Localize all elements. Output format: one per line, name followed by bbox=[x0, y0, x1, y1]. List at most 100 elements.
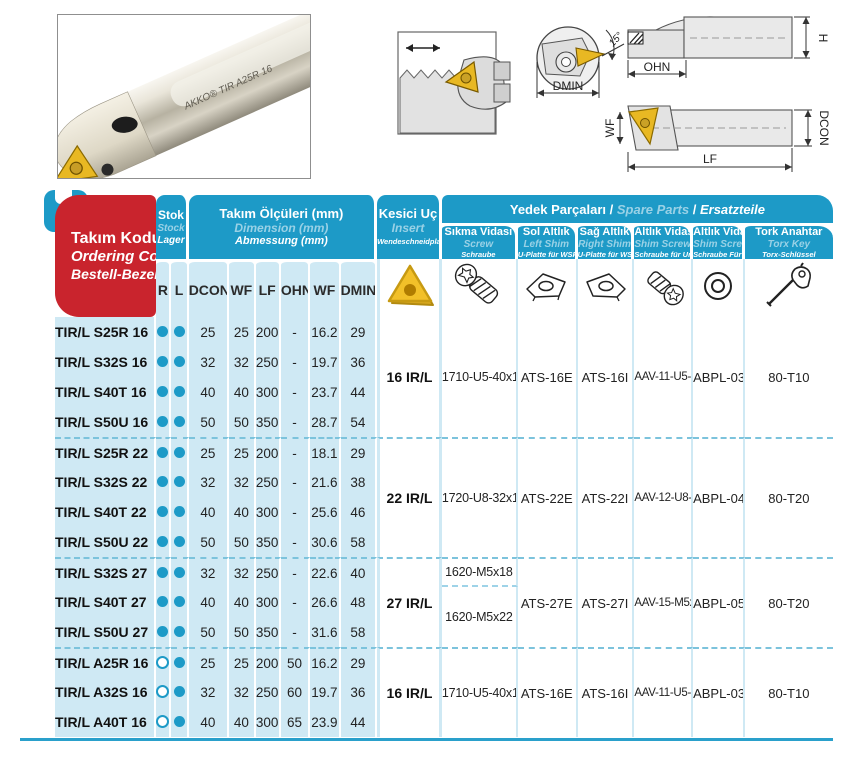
wf-value: 50 bbox=[229, 617, 256, 647]
stock-l-cell bbox=[171, 317, 189, 347]
ohn-value: 50 bbox=[280, 647, 311, 677]
ordering-code: TIR/L S50U 22 bbox=[55, 527, 157, 557]
lf-value: 300 bbox=[255, 707, 281, 737]
ordering-code: TIR/L S50U 16 bbox=[55, 407, 157, 437]
stock-dot bbox=[173, 386, 185, 398]
right-shim-code: ATS-27I bbox=[577, 557, 635, 647]
left-shim-code: ATS-16E bbox=[517, 647, 578, 737]
table-row: TIR/L A25R 16 25 25 200 50 16.2 29 16 IR… bbox=[55, 647, 833, 737]
shim-screw-code: AAV-11-U5-40x4.5 bbox=[634, 647, 694, 737]
dmin-value: 58 bbox=[340, 527, 378, 557]
ordering-table: Takım Kodu Ordering Code Bestell-Bezeich… bbox=[55, 195, 833, 737]
ohn-value: - bbox=[280, 587, 311, 617]
shim-screw-code: AAV-12-U8-32x5.5 bbox=[634, 437, 694, 557]
stock-r-cell bbox=[156, 527, 172, 557]
dmin-value: 36 bbox=[340, 677, 378, 707]
wf-value: 32 bbox=[229, 467, 256, 497]
spare-band-en: Spare Parts bbox=[616, 201, 690, 217]
stock-l-cell bbox=[171, 647, 189, 677]
insert-screw bbox=[69, 161, 83, 175]
stock-en: Stock bbox=[157, 222, 185, 234]
ordering-code: TIR/L S40T 22 bbox=[55, 497, 157, 527]
screw-icon bbox=[441, 259, 518, 317]
ohn-value: - bbox=[280, 497, 311, 527]
stock-r-cell bbox=[156, 557, 172, 587]
table-row: TIR/L S40T 22 40 40 300 - 25.6 46 bbox=[55, 497, 833, 527]
col-l: L bbox=[171, 259, 189, 317]
table-row: TIR/L S50U 16 50 50 350 - 28.7 54 bbox=[55, 407, 833, 437]
table-row: TIR/L A40T 16 40 40 300 65 23.9 44 bbox=[55, 707, 833, 737]
stock-l-cell bbox=[171, 587, 189, 617]
stock-l-cell bbox=[171, 617, 189, 647]
ordering-code: TIR/L S40T 27 bbox=[55, 587, 157, 617]
stock-dot bbox=[173, 686, 185, 698]
stock-dot bbox=[173, 326, 185, 338]
h-label: H bbox=[816, 34, 830, 43]
wf-value: 32 bbox=[229, 347, 256, 377]
dcon-value: 32 bbox=[188, 557, 230, 587]
wf-value: 40 bbox=[229, 377, 256, 407]
technical-diagrams: DMIN 15° H bbox=[397, 16, 831, 172]
dcon-label: DCON bbox=[817, 110, 831, 145]
stock-dot bbox=[156, 685, 170, 699]
clamp-hole bbox=[111, 116, 138, 133]
lf-value: 200 bbox=[255, 437, 281, 467]
shim-screw-code: AAV-11-U5-40x4.5 bbox=[634, 317, 694, 437]
table-row: TIR/L S32S 16 32 32 250 - 19.7 36 bbox=[55, 347, 833, 377]
insert-code: 16 IR/L bbox=[377, 317, 442, 437]
right-shim-code: ATS-22I bbox=[577, 437, 635, 557]
toolholder-photo-drawing: AKKO® TIR A25R 16 bbox=[52, 2, 357, 184]
spare-band-tr: Yedek Parçaları bbox=[509, 201, 607, 217]
torx-code: 80-T10 bbox=[744, 647, 833, 737]
ohn-value: - bbox=[280, 467, 311, 497]
ohn-value: - bbox=[280, 557, 311, 587]
dmin-value: 38 bbox=[340, 467, 378, 497]
table-bottom-rule bbox=[20, 738, 833, 741]
col-r: R bbox=[156, 259, 172, 317]
stock-dot bbox=[173, 536, 185, 548]
ordering-code: TIR/L S50U 27 bbox=[55, 617, 157, 647]
lf-value: 350 bbox=[255, 617, 281, 647]
shim-screw-ring-icon bbox=[693, 259, 745, 317]
lf-value: 300 bbox=[255, 587, 281, 617]
ohn-value: - bbox=[280, 617, 311, 647]
ohn-value: 65 bbox=[280, 707, 311, 737]
screw-code: 1710-U5-40x12.2 bbox=[441, 317, 518, 437]
stock-tr: Stok bbox=[157, 207, 184, 222]
table-row: TIR/L S40T 16 40 40 300 - 23.7 44 bbox=[55, 377, 833, 407]
stock-r-cell bbox=[156, 587, 172, 617]
wf2-value: 23.7 bbox=[310, 377, 341, 407]
wf-value: 32 bbox=[229, 557, 256, 587]
ordering-code-header: Takım Kodu Ordering Code Bestell-Bezeich… bbox=[55, 195, 157, 317]
ohn-value: - bbox=[280, 347, 311, 377]
left-shim-code: ATS-27E bbox=[517, 557, 578, 647]
stock-dot bbox=[157, 536, 169, 548]
stock-l-cell bbox=[171, 677, 189, 707]
ohn-value: - bbox=[280, 527, 311, 557]
wf2-value: 16.2 bbox=[310, 647, 341, 677]
ohn-value: - bbox=[280, 437, 311, 467]
wf-value: 32 bbox=[229, 677, 256, 707]
stock-dot bbox=[157, 326, 169, 338]
ordering-code: TIR/L S32S 27 bbox=[55, 557, 157, 587]
right-shim-code: ATS-16I bbox=[577, 647, 635, 737]
table-row: TIR/L A32S 16 32 32 250 60 19.7 36 bbox=[55, 677, 833, 707]
col-lf: LF bbox=[255, 259, 281, 317]
screw-col-header: Sıkma Vidası Screw Schraube bbox=[441, 223, 518, 259]
stock-header: Stok Stock Lager bbox=[156, 195, 189, 259]
stock-dot bbox=[173, 416, 185, 428]
dcon-value: 32 bbox=[188, 347, 230, 377]
wf2-value: 18.1 bbox=[310, 437, 341, 467]
stock-dot bbox=[157, 596, 169, 608]
table-row: TIR/L S32S 27 32 32 250 - 22.6 40 27 IR/… bbox=[55, 557, 833, 647]
lf-value: 350 bbox=[255, 527, 281, 557]
dcon-value: 40 bbox=[188, 587, 230, 617]
lf-value: 250 bbox=[255, 677, 281, 707]
ordering-code: TIR/L S32S 22 bbox=[55, 467, 157, 497]
stock-dot bbox=[157, 356, 169, 368]
lf-value: 250 bbox=[255, 467, 281, 497]
stock-dot bbox=[157, 447, 169, 459]
dmin-value: 58 bbox=[340, 617, 378, 647]
